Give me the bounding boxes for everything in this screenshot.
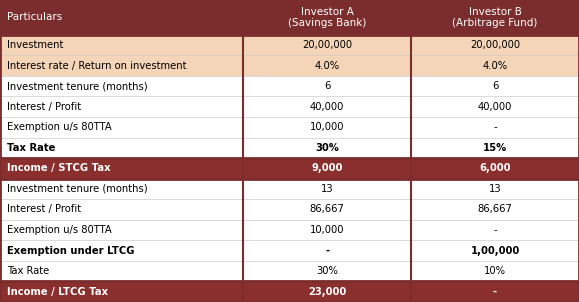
Bar [243, 240, 411, 261]
Bar [0, 76, 243, 96]
Bar [411, 55, 579, 76]
Text: 86,667: 86,667 [478, 204, 512, 214]
Bar [243, 137, 411, 158]
Text: Particulars: Particulars [7, 12, 62, 22]
Text: Investment: Investment [7, 40, 63, 50]
Bar [0, 199, 243, 220]
Bar [0, 137, 243, 158]
Bar [243, 199, 411, 220]
Text: Investor B
(Arbitrage Fund): Investor B (Arbitrage Fund) [452, 7, 538, 28]
Bar [0, 117, 243, 137]
Text: Investment tenure (months): Investment tenure (months) [7, 184, 148, 194]
Text: 4.0%: 4.0% [314, 61, 340, 71]
Bar [243, 179, 411, 199]
Text: 1,00,000: 1,00,000 [470, 246, 520, 255]
Bar [411, 0, 579, 35]
Text: 13: 13 [321, 184, 334, 194]
Bar [0, 281, 243, 302]
Bar [243, 220, 411, 240]
Text: 10,000: 10,000 [310, 122, 345, 132]
Text: Investment tenure (months): Investment tenure (months) [7, 81, 148, 91]
Bar [243, 55, 411, 76]
Bar [243, 261, 411, 281]
Text: Income / STCG Tax: Income / STCG Tax [7, 163, 111, 173]
Text: 40,000: 40,000 [478, 102, 512, 112]
Bar [411, 220, 579, 240]
Text: 10,000: 10,000 [310, 225, 345, 235]
Bar [0, 179, 243, 199]
Text: -: - [493, 225, 497, 235]
Bar [0, 158, 243, 179]
Text: Exemption u/s 80TTA: Exemption u/s 80TTA [7, 225, 112, 235]
Text: 6: 6 [492, 81, 499, 91]
Text: Tax Rate: Tax Rate [7, 143, 56, 153]
Bar [411, 137, 579, 158]
Bar [243, 158, 411, 179]
Text: -: - [493, 287, 497, 297]
Text: 23,000: 23,000 [308, 287, 346, 297]
Text: Interest / Profit: Interest / Profit [7, 204, 81, 214]
Bar [0, 55, 243, 76]
Text: -: - [493, 122, 497, 132]
Bar [411, 35, 579, 55]
Text: Tax Rate: Tax Rate [7, 266, 49, 276]
Text: 30%: 30% [315, 143, 339, 153]
Bar [0, 220, 243, 240]
Text: 9,000: 9,000 [312, 163, 343, 173]
Bar [243, 281, 411, 302]
Bar [411, 240, 579, 261]
Bar [411, 76, 579, 96]
Text: 30%: 30% [316, 266, 338, 276]
Bar [243, 96, 411, 117]
Bar [243, 117, 411, 137]
Text: Exemption u/s 80TTA: Exemption u/s 80TTA [7, 122, 112, 132]
Bar [411, 158, 579, 179]
Bar [0, 35, 243, 55]
Text: 20,00,000: 20,00,000 [302, 40, 352, 50]
Bar [243, 0, 411, 35]
Text: Interest rate / Return on investment: Interest rate / Return on investment [7, 61, 186, 71]
Text: -: - [325, 246, 329, 255]
Text: Investor A
(Savings Bank): Investor A (Savings Bank) [288, 7, 367, 28]
Text: 6,000: 6,000 [479, 163, 511, 173]
Bar [0, 261, 243, 281]
Text: Income / LTCG Tax: Income / LTCG Tax [7, 287, 108, 297]
Bar [0, 96, 243, 117]
Text: Exemption under LTCG: Exemption under LTCG [7, 246, 134, 255]
Bar [411, 96, 579, 117]
Text: 10%: 10% [484, 266, 506, 276]
Bar [0, 0, 243, 35]
Text: 13: 13 [489, 184, 501, 194]
Text: 6: 6 [324, 81, 331, 91]
Bar [411, 199, 579, 220]
Bar [243, 76, 411, 96]
Text: 40,000: 40,000 [310, 102, 345, 112]
Bar [411, 117, 579, 137]
Text: Interest / Profit: Interest / Profit [7, 102, 81, 112]
Bar [0, 240, 243, 261]
Text: 15%: 15% [483, 143, 507, 153]
Bar [411, 261, 579, 281]
Text: 4.0%: 4.0% [482, 61, 508, 71]
Text: 20,00,000: 20,00,000 [470, 40, 520, 50]
Bar [243, 35, 411, 55]
Text: 86,667: 86,667 [310, 204, 345, 214]
Bar [411, 281, 579, 302]
Bar [411, 179, 579, 199]
